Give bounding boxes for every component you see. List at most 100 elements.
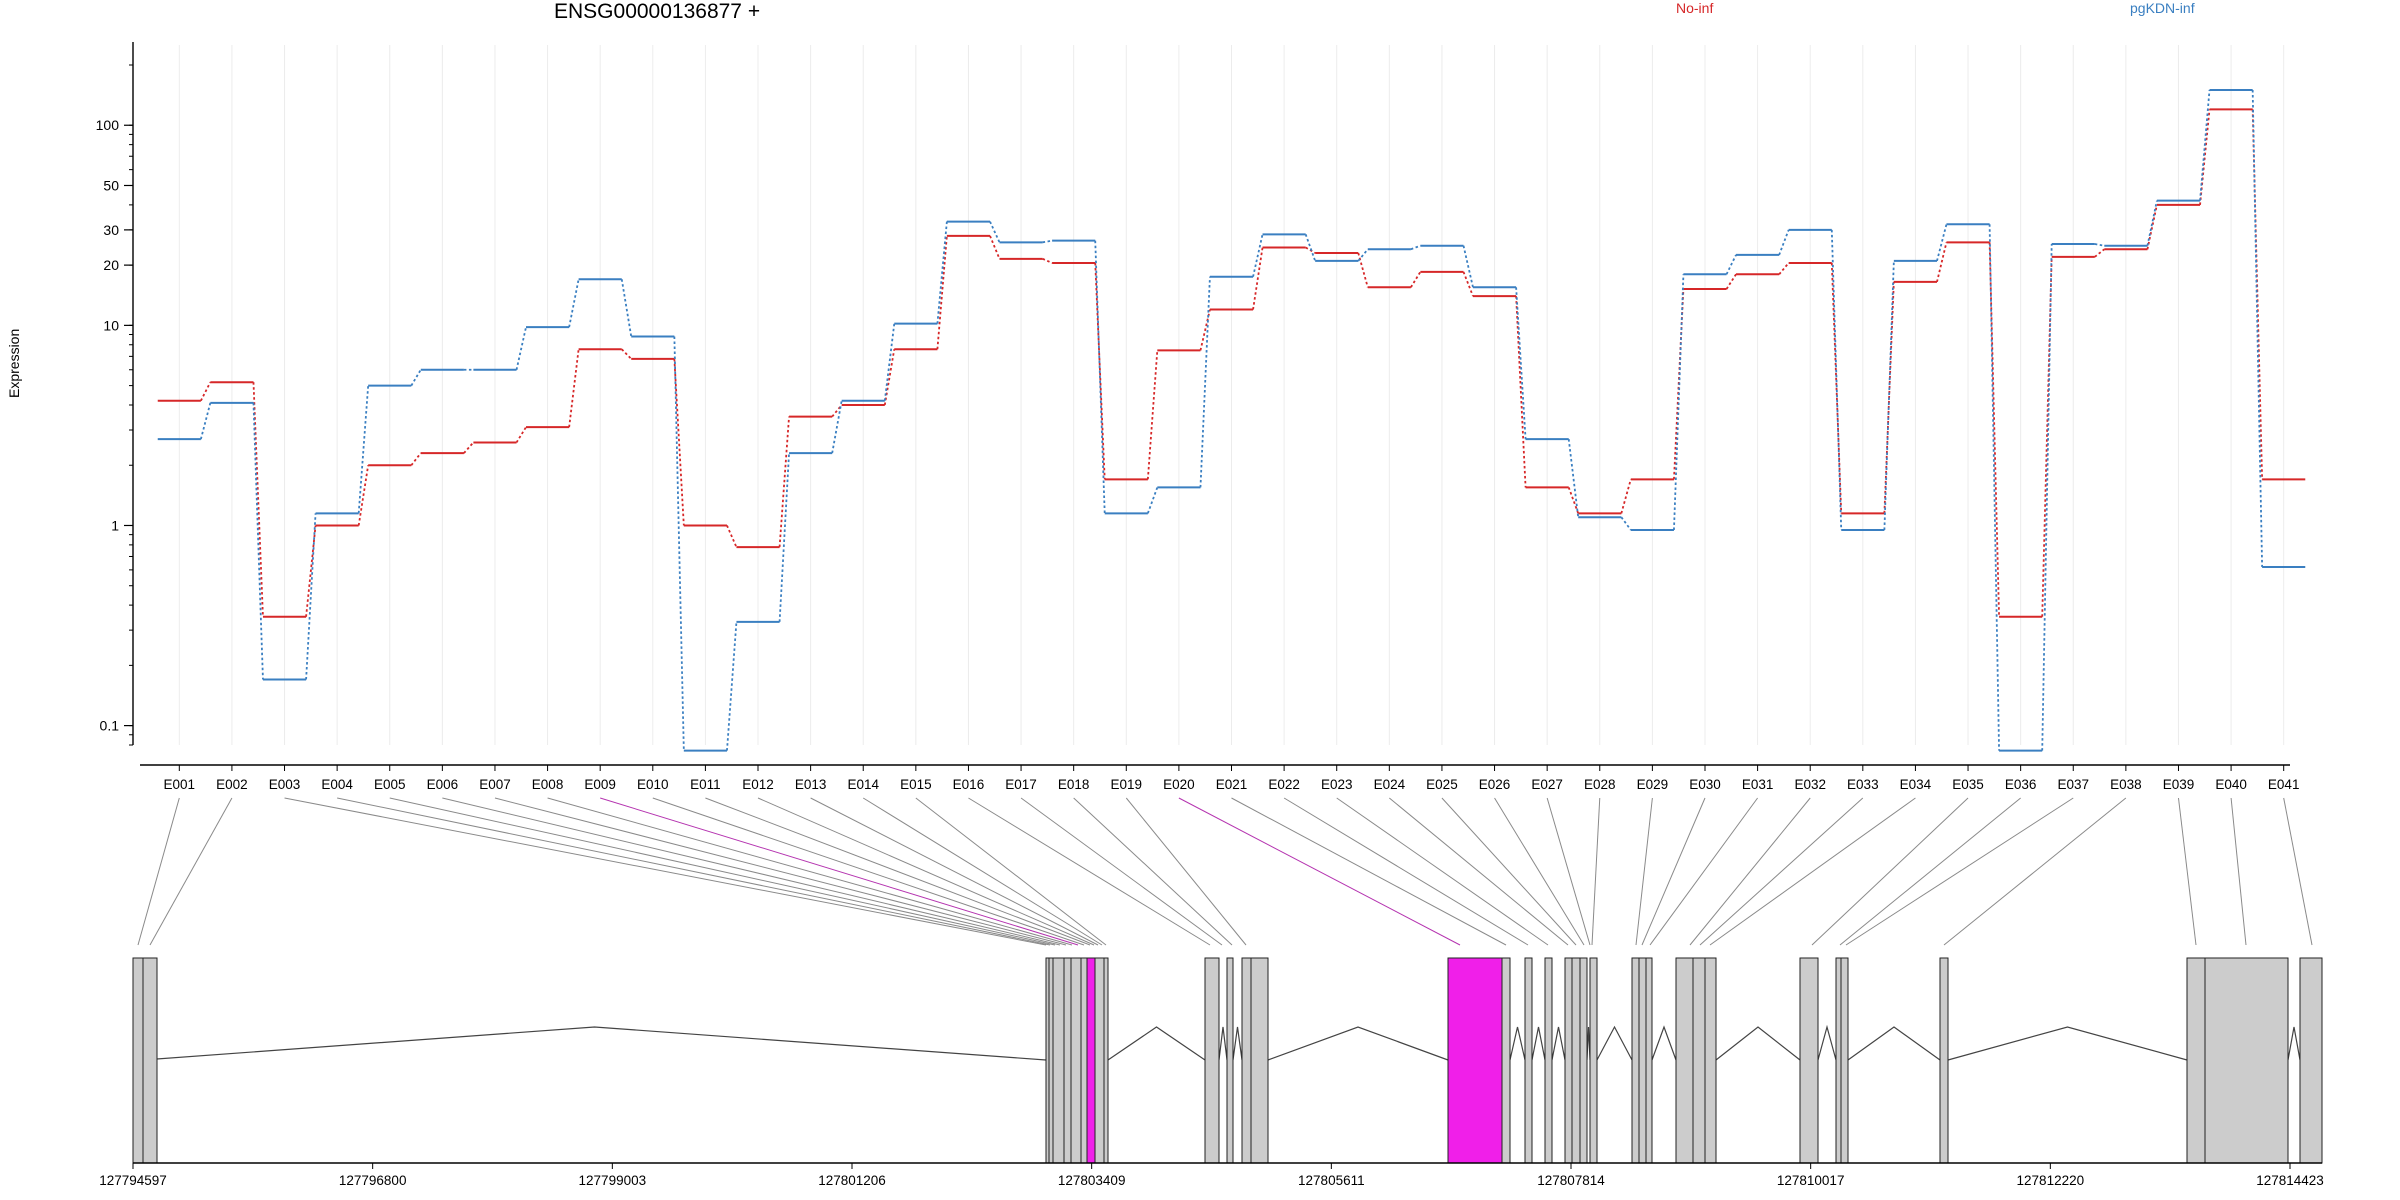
exon-box [1544, 957, 1553, 1164]
exon-box [1564, 957, 1573, 1164]
exon-tick-label: E017 [1005, 777, 1037, 792]
exon-tick-label: E010 [637, 777, 669, 792]
exon-connector-line [1283, 797, 1529, 946]
exon-connector-line [1699, 797, 1864, 946]
exon-connector-line [810, 797, 1099, 946]
exon-tick-label: E026 [1479, 777, 1511, 792]
exon-box [142, 957, 158, 1164]
exon-tick-label: E014 [847, 777, 879, 792]
series-pgkdn-inf-connector [200, 89, 2264, 751]
exon-tick-label: E018 [1058, 777, 1090, 792]
exon-connector-line [494, 797, 1067, 946]
exon-box [1063, 957, 1072, 1164]
exon-tick-label: E024 [1374, 777, 1406, 792]
exon-connector-line [137, 797, 180, 946]
exon-box [1070, 957, 1082, 1164]
intron-line [1596, 1025, 1633, 1061]
exon-tick-label: E002 [216, 777, 248, 792]
exon-box [1692, 957, 1706, 1164]
exon-tick-label: E004 [321, 777, 353, 792]
exon-tick-label: E037 [2057, 777, 2089, 792]
exon-connector-line [1336, 797, 1549, 946]
exon-connector-line [1441, 797, 1577, 946]
exon-tick-label: E030 [1689, 777, 1721, 792]
exon-connector-line [1635, 797, 1653, 946]
exon-connector-line [862, 797, 1103, 946]
genome-tick-label: 127796800 [339, 1173, 407, 1188]
exon-connector-line [652, 797, 1085, 946]
exon-box [1589, 957, 1598, 1164]
exon-tick-label: E032 [1794, 777, 1826, 792]
exon-connector-line [915, 797, 1107, 946]
exon-connector-line [1591, 797, 1601, 946]
exon-box [1638, 957, 1647, 1164]
exon-tick-label: E007 [479, 777, 511, 792]
exon-box [1250, 957, 1269, 1164]
intron-line [1947, 1026, 2188, 1061]
exon-connector-line [1178, 797, 1461, 946]
exon-tick-label: E011 [690, 777, 721, 792]
exon-connector-line [705, 797, 1091, 946]
exon-tick-label: E023 [1321, 777, 1353, 792]
series-no-inf-connector [200, 109, 2264, 617]
exon-box [1675, 957, 1694, 1164]
exon-box [1501, 957, 1511, 1164]
exon-tick-label: E033 [1847, 777, 1879, 792]
genome-tick-label: 127799003 [579, 1173, 647, 1188]
exon-box [1571, 957, 1581, 1164]
intron-line [1232, 1026, 1243, 1061]
exon-connector-line [1839, 797, 2021, 946]
genome-tick-label: 127810017 [1777, 1173, 1845, 1188]
exon-tick-label: E034 [1900, 777, 1932, 792]
exon-tick-label: E003 [269, 777, 301, 792]
exon-box [1048, 957, 1054, 1164]
exon-tick-label: E029 [1637, 777, 1669, 792]
exon-connector-line [284, 797, 1047, 946]
exon-tick-label: E022 [1268, 777, 1300, 792]
intron-line [1817, 1024, 1837, 1061]
exon-box [1052, 957, 1065, 1164]
intron-line [1847, 1026, 1941, 1061]
exon-tick-label: E006 [427, 777, 459, 792]
genome-tick-label: 127801206 [818, 1173, 886, 1188]
exon-box [2299, 957, 2323, 1164]
exon-connector-line [757, 797, 1095, 946]
exon-tick-label: E039 [2163, 777, 2195, 792]
exon-connector-line [1020, 797, 1223, 946]
intron-line [1509, 1026, 1526, 1061]
exon-connector-line [2177, 797, 2197, 946]
intron-line [1107, 1026, 1206, 1061]
exon-tick-label: E021 [1216, 777, 1248, 792]
exon-connector-line [1709, 797, 1916, 946]
legend-series-pgkdn-inf: pgKDN-inf [2130, 0, 2195, 16]
exon-tick-label: E008 [532, 777, 564, 792]
genome-tick-label: 127805611 [1298, 1173, 1365, 1188]
y-tick-label: 10 [103, 317, 119, 333]
intron-line [1651, 1025, 1677, 1061]
exon-connector-line [1811, 797, 1969, 946]
y-tick-label: 30 [103, 222, 119, 238]
exon-connector-line [600, 797, 1079, 946]
y-tick-label: 1 [111, 517, 119, 533]
exon-connector-line [968, 797, 1211, 946]
exon-connector-line [2283, 797, 2313, 946]
intron-line [1551, 1026, 1566, 1061]
exon-box [1241, 957, 1252, 1164]
exon-connector-line [547, 797, 1073, 946]
genome-tick-label: 127794597 [99, 1173, 167, 1188]
exon-box [1704, 957, 1717, 1164]
intron-line [1531, 1026, 1546, 1061]
exon-box-highlighted [1086, 957, 1096, 1164]
exon-box [1524, 957, 1533, 1164]
exon-tick-label: E025 [1426, 777, 1458, 792]
exon-connector-line [1845, 797, 2074, 946]
exon-tick-label: E036 [2005, 777, 2037, 792]
genome-tick-label: 127812220 [2017, 1173, 2085, 1188]
intron-line [1715, 1026, 1801, 1061]
exon-connector-line [1689, 797, 1811, 946]
exon-tick-label: E027 [1531, 777, 1563, 792]
y-tick-label: 50 [103, 177, 119, 193]
y-tick-label: 20 [103, 257, 119, 273]
exon-box-highlighted [1447, 957, 1503, 1164]
